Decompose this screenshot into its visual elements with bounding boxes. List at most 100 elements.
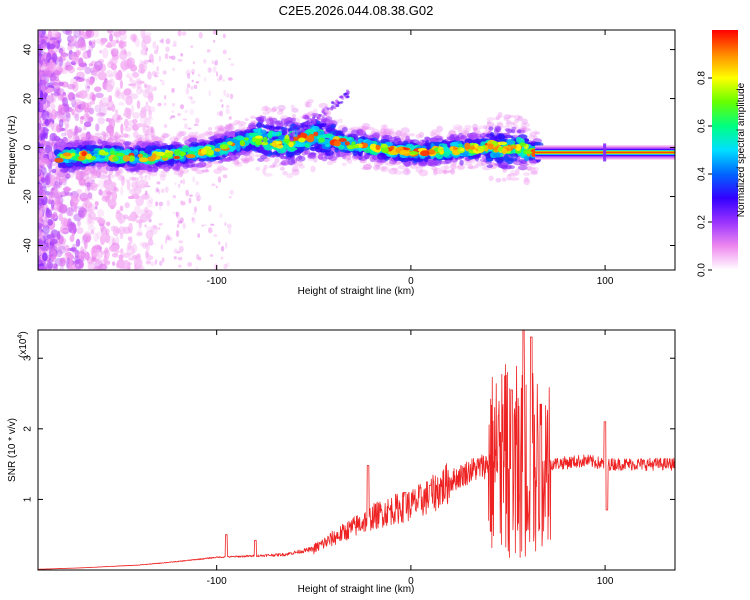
spectrogram-noise-cell <box>186 83 191 89</box>
spectrogram-noise-cell <box>77 40 87 48</box>
spectrogram-noise-cell <box>177 112 180 117</box>
spectrogram-noise-cell <box>127 257 136 261</box>
spectrogram-noise-cell <box>123 112 128 117</box>
spectrogram-noise-cell <box>61 177 66 183</box>
spectrogram-band-cell <box>247 157 252 163</box>
spectrogram-noise-cell <box>118 41 127 48</box>
spectrogram-band-cell <box>131 177 140 181</box>
spectrogram-noise-cell <box>68 223 74 232</box>
spectrogram-band-cell <box>217 165 225 171</box>
spectrogram-noise-cell <box>221 79 226 82</box>
spectrogram-noise-cell <box>216 71 219 77</box>
spectrogram-noise-cell <box>182 118 188 121</box>
spectrogram-noise-cell <box>45 241 49 248</box>
spectrogram-band-cell <box>341 162 347 167</box>
spectrogram-noise-cell <box>144 190 148 196</box>
spectrogram-band-cell <box>395 129 402 137</box>
spectrogram-noise-cell <box>108 127 114 137</box>
spectrogram-noise-cell <box>166 200 171 207</box>
spectrogram-noise-cell <box>105 260 111 265</box>
spectrogram-noise-cell <box>135 38 140 48</box>
spectrogram-noise-cell <box>228 123 233 131</box>
spectrogram-noise-cell <box>38 207 41 213</box>
spectrogram-noise-cell <box>229 93 234 100</box>
spectrogram-band-cell <box>428 161 438 167</box>
spectrogram-noise-cell <box>51 255 56 263</box>
spectrogram-noise-cell <box>38 162 42 166</box>
spectrogram-noise-cell <box>161 37 164 44</box>
spectrogram-noise-cell <box>88 206 94 213</box>
spectrogram-noise-cell <box>48 254 55 258</box>
spectrogram-noise-cell <box>38 117 41 121</box>
spectrogram-noise-cell <box>74 113 80 122</box>
spectrogram-noise-cell <box>223 89 226 97</box>
spectrogram-noise-cell <box>38 266 48 270</box>
spectrogram-noise-cell <box>57 230 61 240</box>
spectrogram-band-cell <box>274 157 280 164</box>
spectrogram-band-cell <box>198 133 206 139</box>
spectrogram-noise-cell <box>91 70 101 77</box>
spectrogram-noise-cell <box>182 222 186 229</box>
spectrogram-noise-cell <box>134 205 141 217</box>
spectrogram-noise-cell <box>131 180 139 189</box>
spectrogram-noise-cell <box>192 176 196 183</box>
spectrogram-band-cell <box>278 108 284 112</box>
spectrogram-noise-cell <box>38 247 42 256</box>
spectrogram-band-cell <box>425 142 430 147</box>
spectrogram-noise-cell <box>144 84 154 95</box>
spectrogram-noise-cell <box>105 221 111 227</box>
spectrogram-noise-cell <box>50 232 54 243</box>
spectrogram-noise-cell <box>136 123 144 128</box>
spectrogram-band-cell <box>381 166 387 170</box>
spectrogram-noise-cell <box>105 70 113 78</box>
spectrogram-noise-cell <box>140 106 147 115</box>
spectrogram-noise-cell <box>121 175 125 187</box>
spectrogram-noise-cell <box>47 218 54 226</box>
spectrogram-noise-cell <box>118 102 125 106</box>
spectrogram-noise-cell <box>163 102 167 106</box>
spectrogram-noise-cell <box>52 263 57 267</box>
spectrogram-noise-cell <box>38 164 42 176</box>
spectrogram-noise-cell <box>107 136 114 143</box>
spectrogram-noise-cell <box>187 262 193 267</box>
spectrogram-noise-cell <box>161 80 165 86</box>
spectrogram-band-cell <box>431 129 438 134</box>
spectrogram-band-cell <box>67 173 75 179</box>
spectrogram-noise-cell <box>216 111 222 116</box>
spectrogram-noise-cell <box>66 207 74 217</box>
spectrogram-noise-cell <box>38 244 44 251</box>
spectrogram-noise-cell <box>129 188 136 195</box>
spectrogram-noise-cell <box>38 36 44 45</box>
spectrogram-noise-cell <box>115 169 121 177</box>
spectrogram-band-cell <box>373 131 381 139</box>
spectrogram-band-cell <box>264 105 269 112</box>
spectrogram-noise-cell <box>123 259 130 269</box>
spectrogram-noise-cell <box>88 167 97 174</box>
spectrogram-noise-cell <box>93 248 101 254</box>
spectrogram-noise-cell <box>128 83 137 87</box>
spectrogram-noise-cell <box>155 74 159 78</box>
spectrogram-noise-cell <box>125 95 133 106</box>
spectrogram-noise-cell <box>123 88 132 96</box>
spectrogram-noise-cell <box>154 259 158 265</box>
spectrogram-noise-cell <box>87 192 93 199</box>
spectrogram-noise-cell <box>131 79 137 90</box>
spectrogram-noise-cell <box>206 48 211 53</box>
spectrogram-band-cell <box>240 155 248 161</box>
spectrogram-band-cell <box>486 120 491 125</box>
spectrogram-noise-cell <box>177 220 183 224</box>
spectrogram-noise-cell <box>115 236 120 247</box>
spectrogram-noise-cell <box>111 190 118 202</box>
spectrogram-noise-cell <box>58 119 64 128</box>
spectrogram-band-cell <box>129 168 138 172</box>
spectrogram-noise-cell <box>45 209 52 218</box>
spectrogram-noise-cell <box>195 80 200 84</box>
spectrogram-noise-cell <box>131 72 140 78</box>
spectrogram-band-cell <box>497 111 503 119</box>
spectrogram-noise-cell <box>38 52 42 59</box>
spectrogram-noise-cell <box>51 186 58 194</box>
spectrogram-noise-cell <box>209 254 214 257</box>
spectrogram-band-cell <box>202 169 210 173</box>
spectrogram-noise-cell <box>38 49 46 57</box>
spectrogram-noise-cell <box>94 200 99 207</box>
